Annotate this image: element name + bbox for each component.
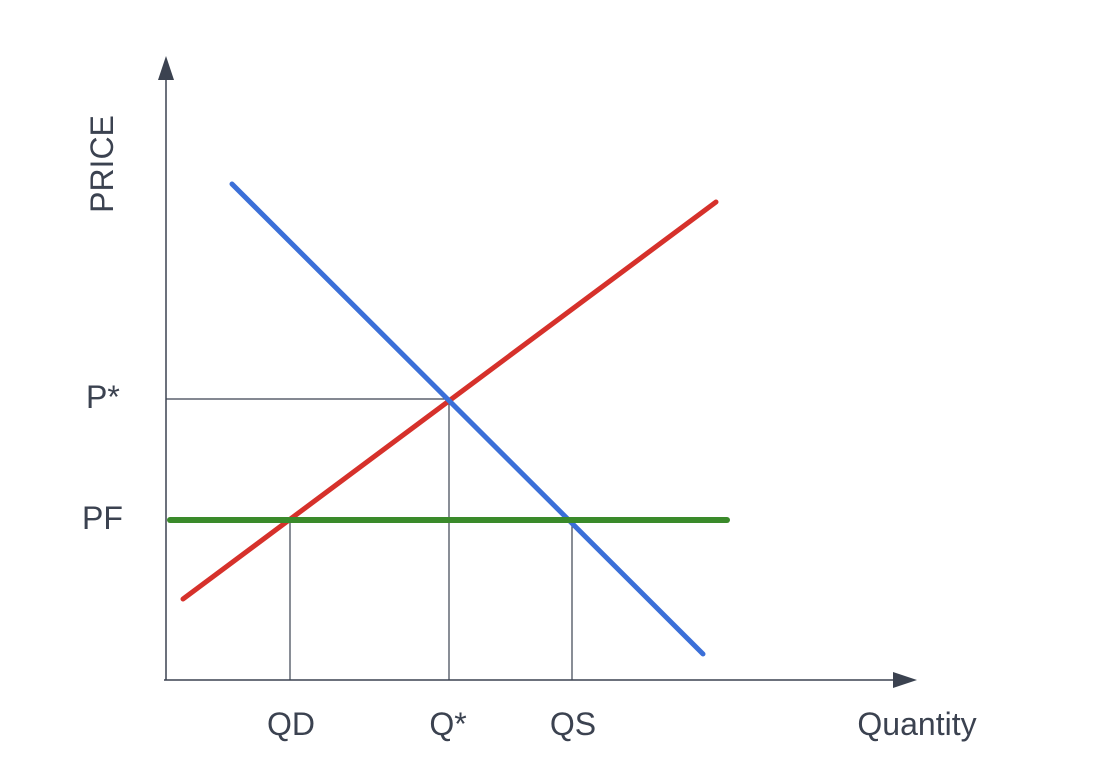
price-floor-label: PF — [82, 500, 123, 536]
y-axis-arrowhead — [158, 56, 174, 80]
demand-curve — [229, 181, 706, 657]
quantity-demanded-label: QD — [267, 706, 315, 742]
equilibrium-quantity-label: Q* — [429, 706, 466, 742]
x-axis-label: Quantity — [857, 706, 976, 742]
x-axis-arrowhead — [893, 672, 917, 688]
quantity-supplied-label: QS — [550, 706, 596, 742]
y-axis-label: PRICE — [84, 115, 120, 213]
equilibrium-price-label: P* — [86, 379, 120, 415]
